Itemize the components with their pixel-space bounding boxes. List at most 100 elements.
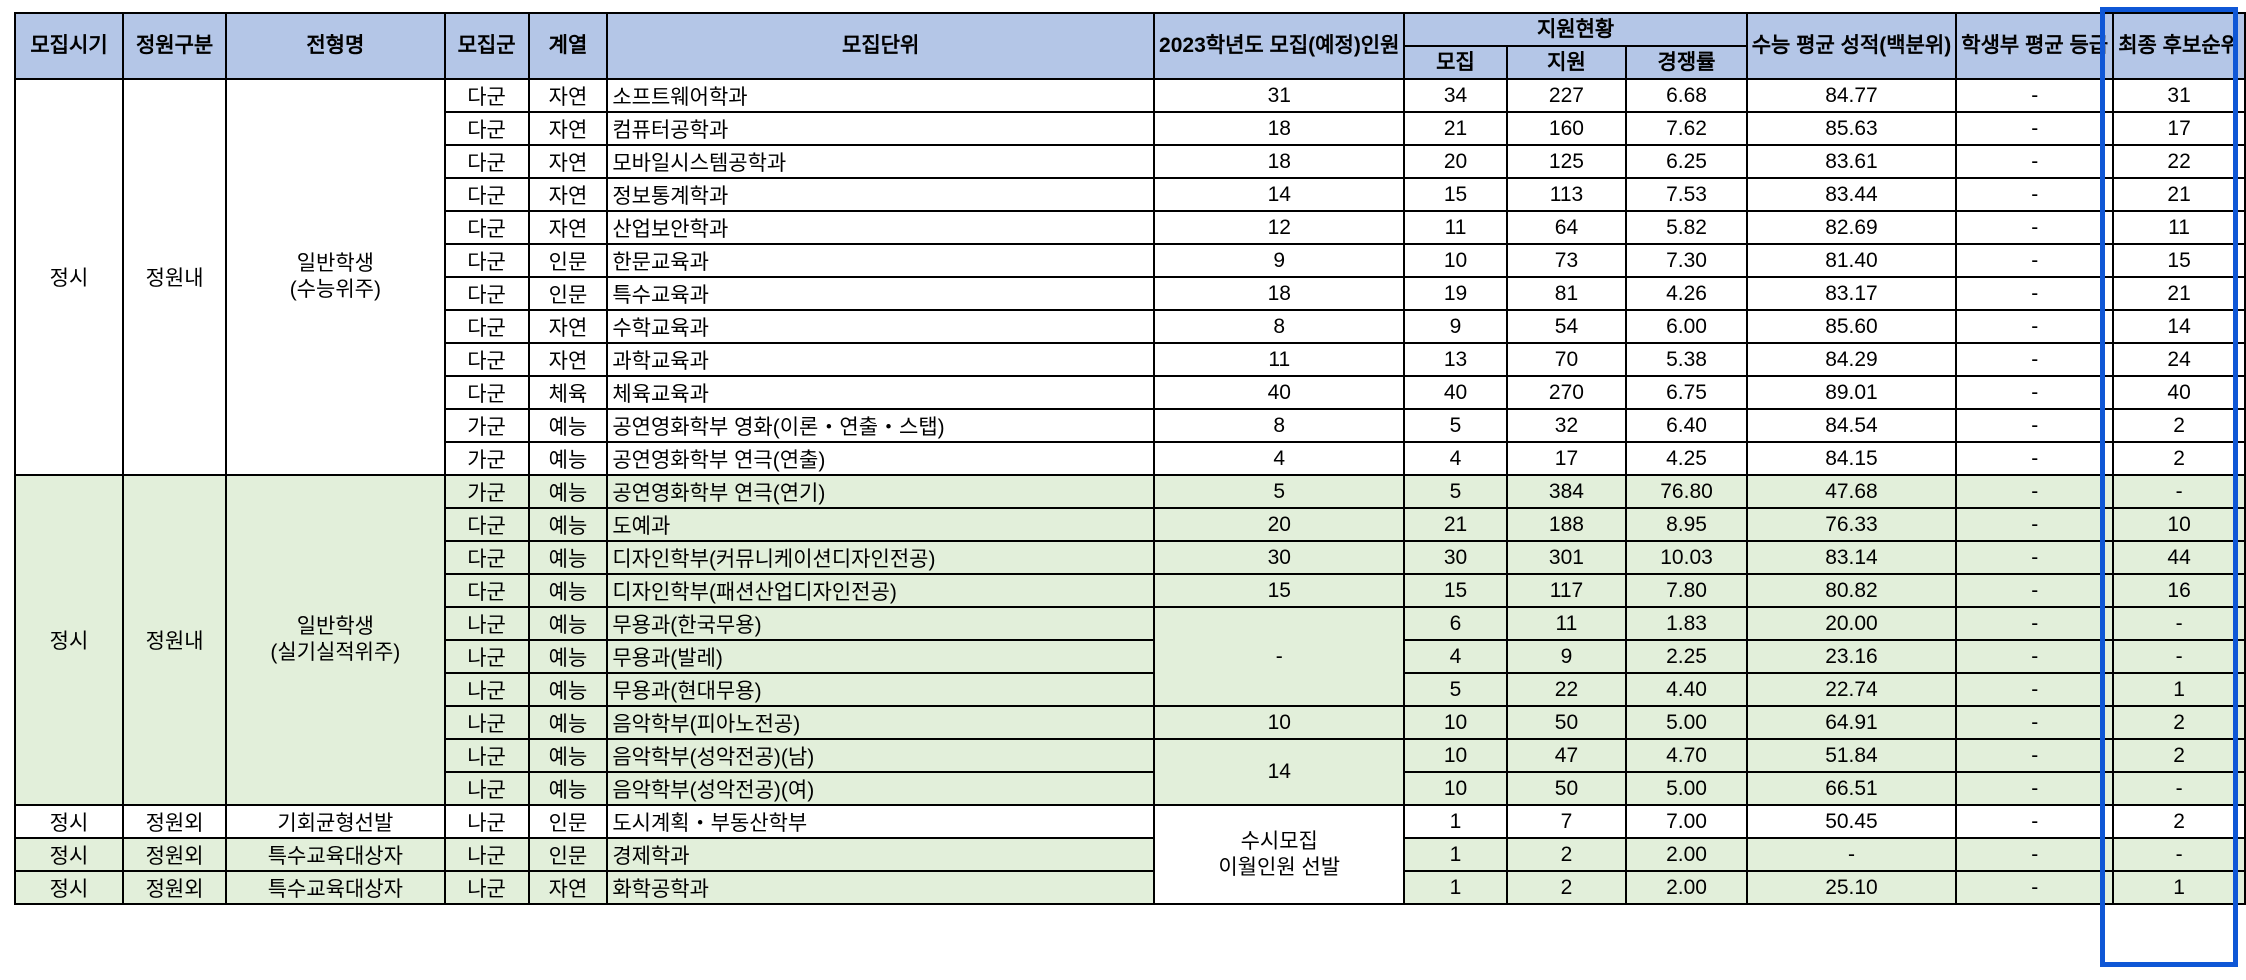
ratio-cell: 7.53 bbox=[1625, 177, 1748, 212]
planned-cell: 11 bbox=[1153, 342, 1406, 377]
group-cell: 다군 bbox=[443, 144, 530, 179]
applied-cell: 9 bbox=[1505, 639, 1628, 674]
planned-cell: 15 bbox=[1153, 573, 1406, 608]
header-quota-type: 정원구분 bbox=[121, 12, 228, 80]
field-cell: 예능 bbox=[527, 573, 609, 608]
gpa-cell: - bbox=[1955, 441, 2115, 476]
group-cell: 나군 bbox=[443, 606, 530, 641]
csat-cell: 82.69 bbox=[1745, 210, 1958, 245]
group-cell: 가군 bbox=[443, 408, 530, 443]
group-cell: 다군 bbox=[443, 573, 530, 608]
planned-cell: 8 bbox=[1153, 309, 1406, 344]
applied-cell: 22 bbox=[1505, 672, 1628, 707]
applied-cell: 11 bbox=[1505, 606, 1628, 641]
unit-cell: 모바일시스템공학과 bbox=[606, 144, 1156, 179]
table-row: 다군 자연 모바일시스템공학과 18 20 125 6.25 83.61-22 bbox=[15, 144, 2246, 179]
table-row: 가군 예능 공연영화학부 연극(연출) 4 4 17 4.25 84.15-2 bbox=[15, 441, 2246, 476]
field-cell: 자연 bbox=[527, 309, 609, 344]
applied-cell: 32 bbox=[1505, 408, 1628, 443]
recruit-cell: 10 bbox=[1403, 738, 1508, 773]
field-cell: 자연 bbox=[527, 210, 609, 245]
field-cell: 예능 bbox=[527, 408, 609, 443]
field-cell: 자연 bbox=[527, 177, 609, 212]
csat-cell: 50.45 bbox=[1745, 804, 1958, 839]
field-cell: 예능 bbox=[527, 639, 609, 674]
ratio-cell: 2.00 bbox=[1625, 837, 1748, 872]
ratio-cell: 4.26 bbox=[1625, 276, 1748, 311]
recruit-cell: 6 bbox=[1403, 606, 1508, 641]
gpa-cell: - bbox=[1955, 210, 2115, 245]
planned-cell: - bbox=[1153, 606, 1406, 707]
gpa-cell: - bbox=[1955, 78, 2115, 113]
table-row: 가군 예능 공연영화학부 영화(이론・연출・스탭) 8 5 32 6.40 84.54-2 bbox=[15, 408, 2246, 443]
applied-cell: 160 bbox=[1505, 111, 1628, 146]
ratio-cell: 4.25 bbox=[1625, 441, 1748, 476]
table-row: 나군 예능 음악학부(성악전공)(여) 10 50 5.00 66.51- - bbox=[15, 771, 2246, 806]
applied-cell: 2 bbox=[1505, 870, 1628, 905]
rank-cell: 2 bbox=[2112, 705, 2246, 740]
planned-cell: 14 bbox=[1153, 738, 1406, 806]
header-ratio: 경쟁률 bbox=[1625, 45, 1748, 80]
rank-cell: 21 bbox=[2112, 177, 2246, 212]
recruit-cell: 5 bbox=[1403, 474, 1508, 509]
admission-type-cell: 특수교육대상자 bbox=[225, 870, 446, 905]
field-cell: 자연 bbox=[527, 144, 609, 179]
field-cell: 인문 bbox=[527, 837, 609, 872]
header-rank: 최종 후보순위 bbox=[2112, 12, 2246, 80]
gpa-cell: - bbox=[1955, 309, 2115, 344]
rank-cell: - bbox=[2112, 639, 2246, 674]
unit-cell: 공연영화학부 연극(연출) bbox=[606, 441, 1156, 476]
gpa-cell: - bbox=[1955, 474, 2115, 509]
header-admission-type: 전형명 bbox=[225, 12, 446, 80]
applied-cell: 301 bbox=[1505, 540, 1628, 575]
table-row: 다군 자연 과학교육과 11 13 70 5.38 84.29-24 bbox=[15, 342, 2246, 377]
ratio-cell: 76.80 bbox=[1625, 474, 1748, 509]
group-cell: 가군 bbox=[443, 474, 530, 509]
gpa-cell: - bbox=[1955, 408, 2115, 443]
unit-cell: 공연영화학부 영화(이론・연출・스탭) bbox=[606, 408, 1156, 443]
csat-cell: 81.40 bbox=[1745, 243, 1958, 278]
group-cell: 다군 bbox=[443, 540, 530, 575]
rank-cell: - bbox=[2112, 474, 2246, 509]
csat-cell: 76.33 bbox=[1745, 507, 1958, 542]
table-row: 다군 인문 한문교육과 9 10 73 7.30 81.40-15 bbox=[15, 243, 2246, 278]
unit-cell: 소프트웨어학과 bbox=[606, 78, 1156, 113]
group-cell: 나군 bbox=[443, 738, 530, 773]
planned-cell: 14 bbox=[1153, 177, 1406, 212]
period-cell: 정시 bbox=[14, 837, 124, 872]
csat-cell: 47.68 bbox=[1745, 474, 1958, 509]
ratio-cell: 8.95 bbox=[1625, 507, 1748, 542]
applied-cell: 81 bbox=[1505, 276, 1628, 311]
recruit-cell: 15 bbox=[1403, 573, 1508, 608]
applied-cell: 2 bbox=[1505, 837, 1628, 872]
recruit-cell: 19 bbox=[1403, 276, 1508, 311]
unit-cell: 경제학과 bbox=[606, 837, 1156, 872]
csat-cell: 20.00 bbox=[1745, 606, 1958, 641]
ratio-cell: 10.03 bbox=[1625, 540, 1748, 575]
ratio-cell: 7.62 bbox=[1625, 111, 1748, 146]
gpa-cell: - bbox=[1955, 837, 2115, 872]
csat-cell: 83.61 bbox=[1745, 144, 1958, 179]
group-cell: 나군 bbox=[443, 837, 530, 872]
field-cell: 예능 bbox=[527, 705, 609, 740]
unit-cell: 한문교육과 bbox=[606, 243, 1156, 278]
ratio-cell: 6.68 bbox=[1625, 78, 1748, 113]
rank-cell: 24 bbox=[2112, 342, 2246, 377]
csat-cell: 84.29 bbox=[1745, 342, 1958, 377]
csat-cell: 84.77 bbox=[1745, 78, 1958, 113]
recruit-cell: 4 bbox=[1403, 441, 1508, 476]
recruit-cell: 4 bbox=[1403, 639, 1508, 674]
rank-cell: 14 bbox=[2112, 309, 2246, 344]
admission-type-cell: 일반학생 (실기실적위주) bbox=[225, 474, 446, 806]
recruit-cell: 10 bbox=[1403, 771, 1508, 806]
ratio-cell: 6.25 bbox=[1625, 144, 1748, 179]
rank-cell: 31 bbox=[2112, 78, 2246, 113]
unit-cell: 과학교육과 bbox=[606, 342, 1156, 377]
applied-cell: 47 bbox=[1505, 738, 1628, 773]
recruit-cell: 5 bbox=[1403, 672, 1508, 707]
unit-cell: 산업보안학과 bbox=[606, 210, 1156, 245]
field-cell: 예능 bbox=[527, 441, 609, 476]
applied-cell: 227 bbox=[1505, 78, 1628, 113]
recruit-cell: 11 bbox=[1403, 210, 1508, 245]
csat-cell: 83.17 bbox=[1745, 276, 1958, 311]
